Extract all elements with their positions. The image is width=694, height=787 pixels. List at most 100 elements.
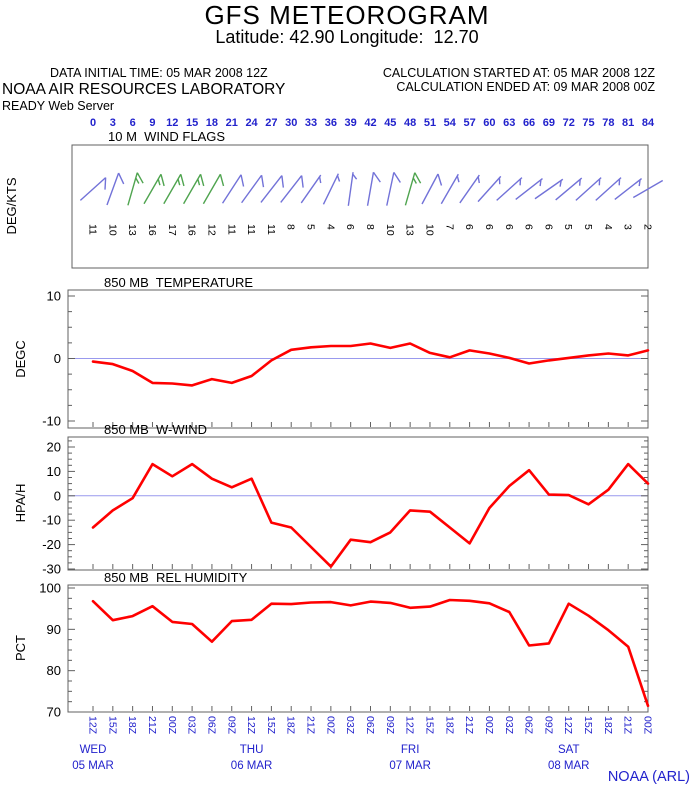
wind-barb <box>496 177 523 201</box>
ytick-label: 70 <box>47 705 61 720</box>
wind-speed-label: 11 <box>245 224 257 235</box>
wind-barb <box>260 175 285 203</box>
w-wind-ylabel: HPA/H <box>13 484 28 523</box>
wind-speed-label: 4 <box>602 224 614 230</box>
hour-label: 81 <box>622 117 634 129</box>
day-date: 07 MAR <box>389 760 431 772</box>
wind-speed-label: 6 <box>463 224 475 230</box>
wind-barb <box>595 177 622 201</box>
time-label: 06Z <box>364 716 376 735</box>
w-wind-title: 850 MB W-WIND <box>104 422 207 437</box>
wind-barb <box>221 174 245 204</box>
wind-speed-label: 4 <box>324 224 336 230</box>
wind-speed-label: 6 <box>523 224 535 230</box>
org-name: NOAA AIR RESOURCES LABORATORY <box>2 81 286 98</box>
wind-barb <box>347 172 358 206</box>
wind-speed-label: 5 <box>562 224 574 230</box>
time-label: 12Z <box>87 716 99 735</box>
wind-barb <box>632 179 664 199</box>
wind-panel-frame <box>71 144 649 269</box>
page-title: GFS METEOROGRAM <box>204 0 490 30</box>
hour-label: 36 <box>325 117 337 129</box>
hour-label: 24 <box>245 117 258 129</box>
hour-label: 30 <box>285 117 297 129</box>
time-label: 06Z <box>205 716 217 735</box>
ytick-label: -30 <box>42 562 61 577</box>
wind-speed-label: 2 <box>642 224 654 230</box>
wind-barb <box>79 177 107 201</box>
calc-started: CALCULATION STARTED AT: 05 MAR 2008 12Z <box>382 66 655 80</box>
wind-barb <box>515 177 543 201</box>
time-label: 18Z <box>285 716 297 735</box>
wind-speed-label: 8 <box>364 224 376 230</box>
wind-speed-label: 13 <box>404 224 416 236</box>
rel-humidity-frame <box>67 584 649 713</box>
w-wind-curve <box>91 462 650 568</box>
panel-w-wind: 20 10 0 -10 -20 -30 850 MB W-WIND HPA/H <box>13 422 650 577</box>
wind-speed-label: 6 <box>503 224 515 230</box>
wind-barb <box>366 171 381 206</box>
time-label: 21Z <box>305 716 317 735</box>
data-initial-time: DATA INITIAL TIME: 05 MAR 2008 12Z <box>50 66 268 80</box>
wind-speed-label: 16 <box>186 224 198 236</box>
hour-label: 54 <box>444 117 457 129</box>
hour-label: 6 <box>130 117 136 129</box>
day-date: 06 MAR <box>231 760 273 772</box>
wind-barb <box>440 173 460 205</box>
wind-barb <box>280 175 304 203</box>
ytick-label: -10 <box>42 414 61 429</box>
panel-temperature: 10 0 -10 850 MB TEMPERATURE DEGC <box>13 275 650 429</box>
rel-humidity-ylabel: PCT <box>13 635 28 661</box>
hour-label: 60 <box>483 117 495 129</box>
day-name: FRI <box>401 744 420 756</box>
hour-label: 3 <box>110 117 116 129</box>
time-label: 06Z <box>523 716 535 735</box>
panel-rel-humidity: 100 90 80 70 850 MB REL HUMIDITY PCT <box>13 570 650 720</box>
calc-ended: CALCULATION ENDED AT: 09 MAR 2008 00Z <box>396 80 655 94</box>
wind-speed-label: 17 <box>166 224 178 236</box>
wind-flags-panel: 10 M WIND FLAGS DEG/KTS 11 10 13 16 17 16 12 11 11… <box>4 129 664 269</box>
time-label: 15Z <box>424 716 436 735</box>
wind-panel-title: 10 M WIND FLAGS <box>108 129 225 144</box>
wind-speed-label: 10 <box>384 224 396 236</box>
wind-speed-label: 3 <box>622 224 634 230</box>
hour-label: 69 <box>543 117 555 129</box>
server-name: READY Web Server <box>2 99 115 113</box>
hour-label: 12 <box>166 117 178 129</box>
wind-barb <box>143 173 165 205</box>
day-name: SAT <box>558 744 580 756</box>
wind-barb <box>555 177 583 201</box>
day-name: WED <box>80 744 107 756</box>
wind-barb <box>477 175 502 203</box>
wind-barb <box>614 177 643 201</box>
wind-barb <box>241 174 265 204</box>
hour-label: 57 <box>463 117 475 129</box>
wind-speed-label: 10 <box>424 224 436 236</box>
hour-label: 18 <box>206 117 218 129</box>
wind-barb <box>202 173 225 205</box>
temperature-ylabel: DEGC <box>13 340 28 378</box>
time-label: 15Z <box>106 716 118 735</box>
ytick-label: -20 <box>42 537 61 552</box>
wind-barb <box>421 173 443 205</box>
time-label: 12Z <box>404 716 416 735</box>
hour-label: 75 <box>582 117 594 129</box>
wind-speed-label: 12 <box>205 224 217 236</box>
ytick-label: -10 <box>42 513 61 528</box>
wind-barb <box>106 172 125 206</box>
ytick-label: 80 <box>47 663 61 678</box>
hour-label: 63 <box>503 117 515 129</box>
wind-speed-label: 7 <box>443 224 455 230</box>
ytick-label: 10 <box>47 464 61 479</box>
hour-label: 66 <box>523 117 535 129</box>
hour-label: 0 <box>90 117 96 129</box>
wind-speed-label: 5 <box>305 224 317 230</box>
time-label: 12Z <box>562 716 574 735</box>
wind-speed-label: 6 <box>344 224 356 230</box>
wind-speed-label: 13 <box>126 224 138 236</box>
hour-label: 9 <box>149 117 155 129</box>
wind-barb <box>534 178 564 200</box>
time-label: 21Z <box>622 716 634 735</box>
